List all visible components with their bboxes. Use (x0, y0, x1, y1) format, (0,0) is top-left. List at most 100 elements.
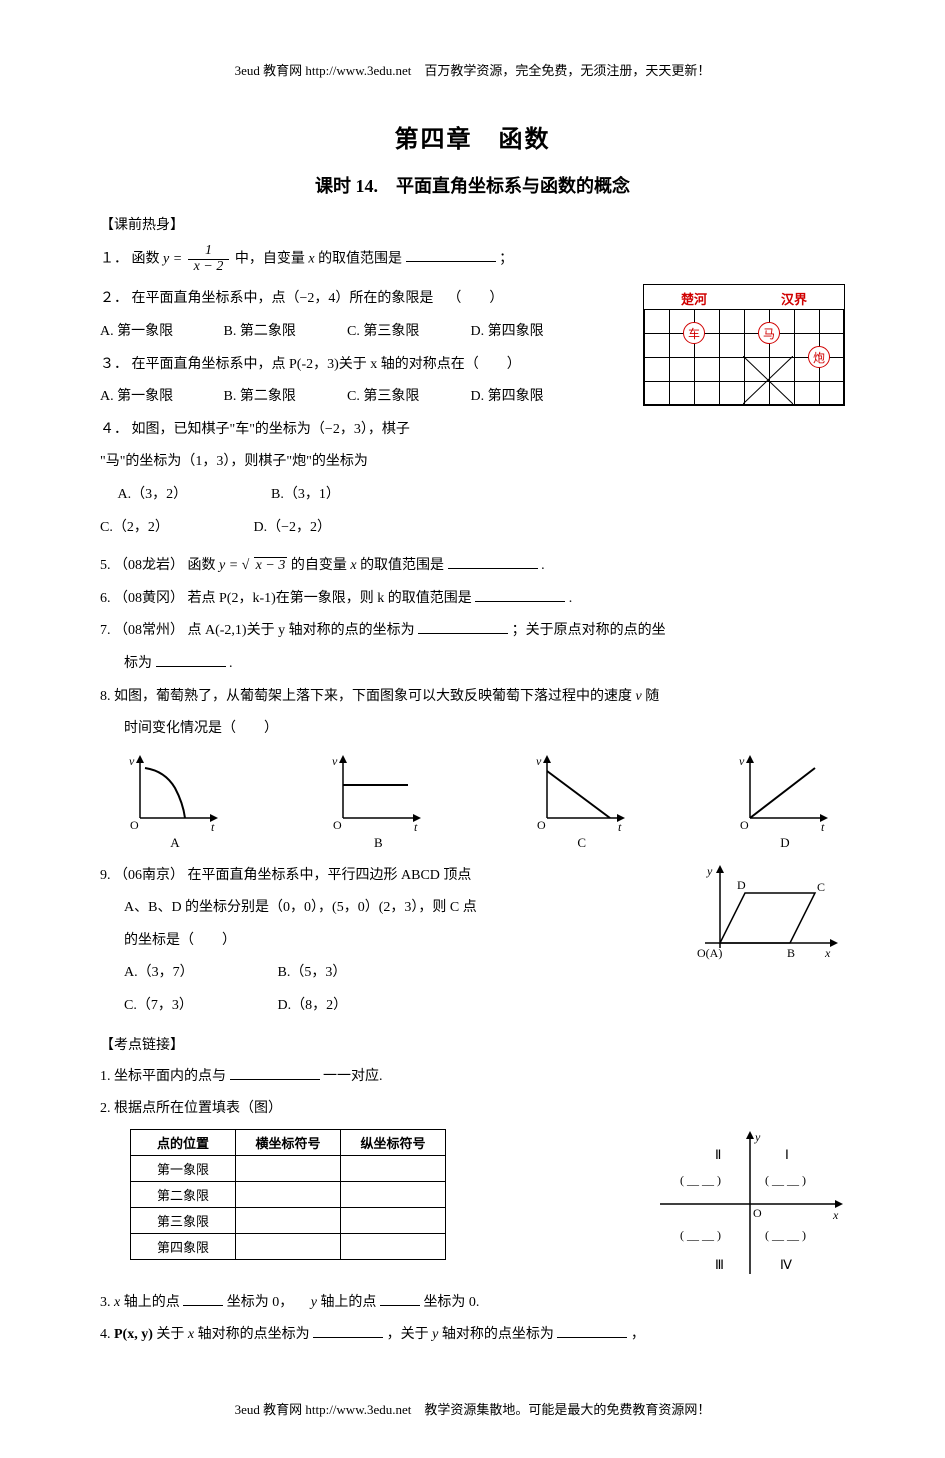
qd-III: Ⅲ (715, 1257, 724, 1272)
graph-b-svg: v t O (328, 753, 428, 833)
graph-d-ylabel: v (739, 754, 745, 768)
q9-optC: C.（7，3） (124, 993, 274, 1020)
qd-x: x (832, 1208, 839, 1222)
footer-site: 3eud 教育网 (235, 1402, 303, 1417)
q3-optA: A. 第一象限 (100, 384, 220, 411)
graph-d-label: D (735, 835, 835, 851)
question-9: 9. （06南京） 在平面直角坐标系中，平行四边形 ABCD 顶点 (100, 863, 685, 890)
q9-line3: 的坐标是（ ） (124, 933, 236, 948)
graph-a-ylabel: v (129, 754, 135, 768)
k1-a: 坐标平面内的点与 (114, 1069, 226, 1084)
parfig-O: O(A) (697, 946, 722, 960)
qd-I: Ⅰ (785, 1147, 789, 1162)
q1-post: 的取值范围是 (318, 251, 402, 266)
q9-src: （06南京） (114, 868, 184, 883)
k3-x: x (114, 1295, 120, 1310)
table-row: 第二象限 (131, 1181, 446, 1207)
chapter-title: 第四章 函数 (100, 119, 845, 154)
q1-blank (406, 247, 496, 262)
q2-optB: B. 第二象限 (224, 319, 344, 346)
k1-num: 1. (100, 1069, 111, 1084)
k4-P: P(x, y) (114, 1327, 153, 1342)
graph-c-origin: O (537, 818, 546, 832)
k1-blank (230, 1065, 320, 1080)
q5-radicand: x − 3 (254, 557, 288, 573)
quad-h1: 点的位置 (131, 1129, 236, 1155)
q5-post: 的取值范围是 (360, 558, 444, 573)
graph-a-xlabel: t (211, 820, 215, 833)
q1-num: １． (100, 251, 128, 266)
q5-sqrt: x − 3 (242, 553, 288, 580)
quad-r2: 第二象限 (131, 1181, 236, 1207)
q5-num: 5. (100, 558, 111, 573)
q6-text: 若点 P(2，k-1)在第一象限，则 k 的取值范围是 (188, 591, 472, 606)
q7-text1: 点 A(-2,1)关于 y 轴对称的点的坐标为 (188, 623, 415, 638)
graph-c-xlabel: t (618, 820, 622, 833)
q6-blank (475, 587, 565, 602)
q2-num: ２． (100, 291, 128, 306)
k4-blank1 (313, 1323, 383, 1338)
q6-tail: . (569, 591, 573, 606)
k3-t3: 轴上的点 (320, 1295, 376, 1310)
q4-line2-row: "马"的坐标为（1，3），则棋子"炮"的坐标为 (100, 449, 633, 476)
q9-optB: B.（5，3） (278, 960, 428, 987)
chess-diagonals-icon (743, 356, 793, 404)
chess-han: 汉界 (781, 289, 807, 308)
chessboard-caption: 楚河 汉界 (644, 289, 844, 308)
graph-a-label: A (125, 835, 225, 851)
q5-lhs: y = (219, 558, 242, 573)
quad-h3: 纵坐标符号 (341, 1129, 446, 1155)
question-4: ４． 如图，已知棋子"车"的坐标为（−2，3），棋子 (100, 417, 633, 444)
q2-optC: C. 第三象限 (347, 319, 467, 346)
parallelogram-figure: y x O(A) B C D (695, 863, 845, 973)
k3-t2: 坐标为 0， (227, 1295, 308, 1310)
k3-num: 3. (100, 1295, 111, 1310)
q9-optD: D.（8，2） (278, 993, 428, 1020)
question-3: ３． 在平面直角坐标系中，点 P(-2，3)关于 x 轴的对称点在（ ） (100, 352, 633, 379)
qd-p2: ( __ __ ) (680, 1173, 721, 1187)
qd-p3: ( __ __ ) (680, 1228, 721, 1242)
table-row: 第一象限 (131, 1155, 446, 1181)
q1-denominator: x − 2 (188, 260, 230, 275)
parfig-y: y (706, 864, 713, 878)
graph-a-origin: O (130, 818, 139, 832)
chess-piece-ma: 马 (758, 322, 780, 344)
q5-tail: . (541, 558, 545, 573)
k2-num: 2. (100, 1101, 111, 1116)
chessboard-grid: 车 马 炮 (644, 309, 844, 405)
q9-optA: A.（3，7） (124, 960, 274, 987)
q1-fraction: 1 x − 2 (188, 244, 230, 274)
q5-mid: 的自变量 (291, 558, 351, 573)
q5-src: （08龙岩） (114, 558, 184, 573)
quad-r4: 第四象限 (131, 1233, 236, 1259)
q7-tail: . (229, 656, 233, 671)
q7-line2: 标为 (124, 656, 152, 671)
quad-h2: 横坐标符号 (236, 1129, 341, 1155)
qd-O: O (753, 1206, 762, 1220)
q6-src: （08黄冈） (114, 591, 184, 606)
q4-options-row1: A.（3，2） B.（3，1） (100, 482, 633, 509)
graph-d-xlabel: t (821, 820, 825, 833)
kaodian-2: 2. 根据点所在位置填表（图） (100, 1096, 845, 1123)
qd-p4: ( __ __ ) (765, 1228, 806, 1242)
quad-r1: 第一象限 (131, 1155, 236, 1181)
k4-t2: 轴对称的点坐标为 (198, 1327, 310, 1342)
graph-c-svg: v t O (532, 753, 632, 833)
k4-t5: ， (631, 1327, 645, 1342)
q9-with-figure: 9. （06南京） 在平面直角坐标系中，平行四边形 ABCD 顶点 A、B、D … (100, 857, 845, 1026)
k3-t4: 坐标为 0. (423, 1295, 479, 1310)
kaodian-3: 3. x 轴上的点 坐标为 0， y 轴上的点 坐标为 0. (100, 1290, 845, 1317)
graph-d-origin: O (740, 818, 749, 832)
q2-optD: D. 第四象限 (471, 319, 591, 346)
q234-with-figure: ２． 在平面直角坐标系中，点（−2，4）所在的象限是 （ ） A. 第一象限 B… (100, 280, 845, 547)
quad-r3: 第三象限 (131, 1207, 236, 1233)
q1-lhs: y = (163, 251, 182, 266)
graph-c: v t O C (532, 753, 632, 851)
qd-II: Ⅱ (715, 1147, 721, 1162)
qd-IV: Ⅳ (780, 1257, 792, 1272)
q3-optC: C. 第三象限 (347, 384, 467, 411)
q9-line1: 在平面直角坐标系中，平行四边形 ABCD 顶点 (188, 868, 472, 883)
k4-t1: 关于 (156, 1327, 188, 1342)
q1-mid: 中，自变量 (235, 251, 309, 266)
q9-options-row1: A.（3，7） B.（5，3） (100, 960, 685, 987)
